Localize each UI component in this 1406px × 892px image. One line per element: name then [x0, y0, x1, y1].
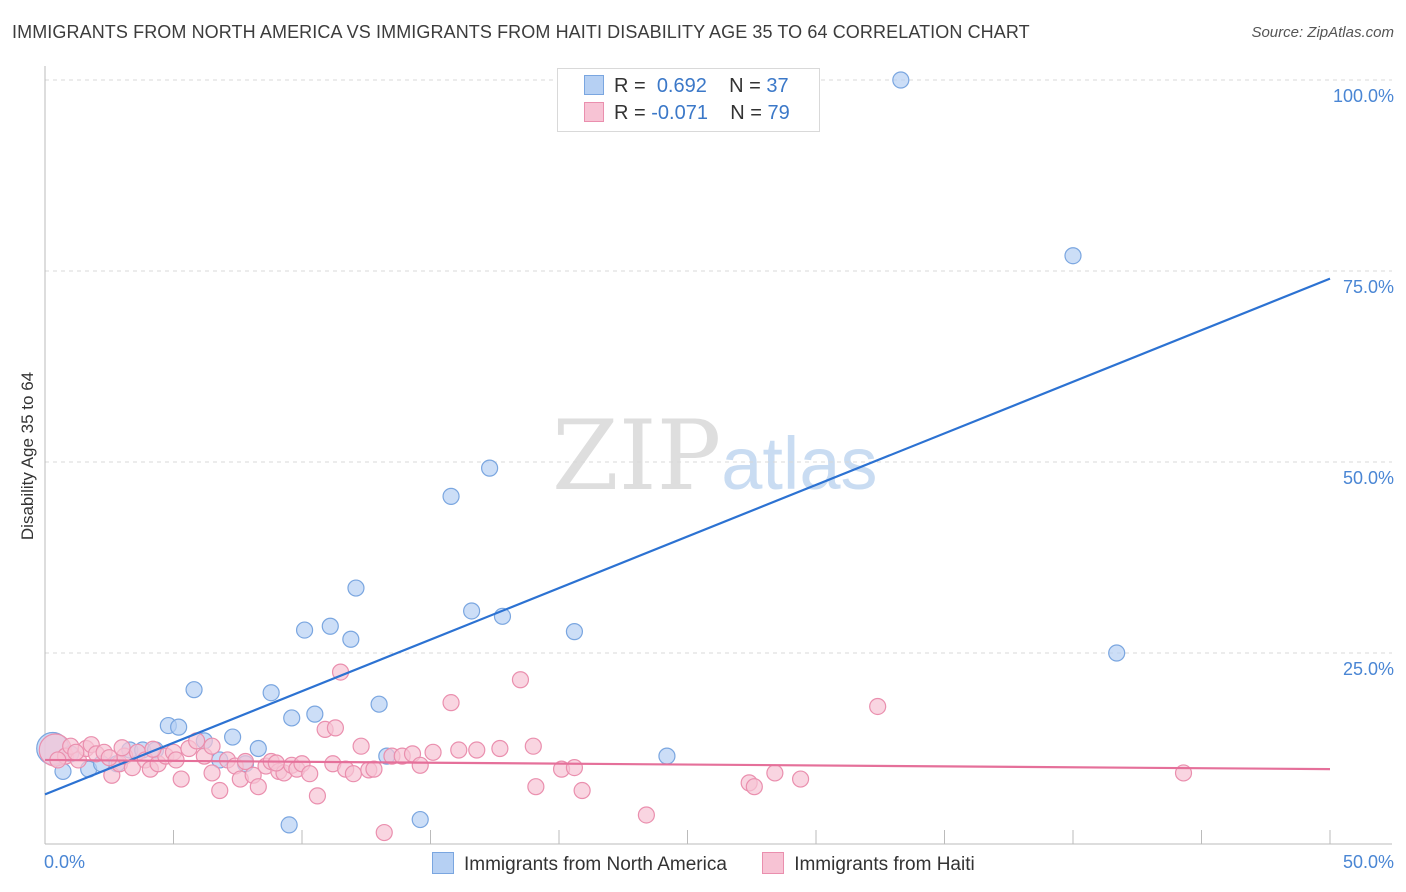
data-point-north-america: [442, 487, 460, 505]
data-point-haiti: [113, 739, 131, 757]
legend-n-value: 79: [767, 102, 790, 124]
series-swatch-blue: [432, 852, 454, 874]
data-point-haiti: [365, 760, 383, 778]
data-point-north-america: [347, 579, 365, 597]
data-point-haiti: [637, 806, 655, 824]
data-point-north-america: [185, 681, 203, 699]
data-point-haiti: [491, 739, 509, 758]
y-tick-label-50: 50.0%: [1342, 468, 1394, 488]
data-point-north-america: [249, 739, 267, 758]
data-point-haiti: [308, 787, 327, 805]
x-tick-label-min: 0.0%: [44, 852, 86, 872]
data-point-haiti: [869, 697, 887, 716]
data-point-haiti: [450, 741, 468, 759]
data-point-haiti: [745, 778, 763, 796]
data-point-haiti: [344, 765, 362, 783]
data-point-haiti: [411, 756, 429, 774]
data-point-haiti: [791, 770, 810, 788]
data-point-north-america: [565, 623, 584, 641]
trend-line-haiti: [44, 758, 1331, 771]
data-point-north-america: [370, 695, 388, 713]
data-point-north-america: [1108, 644, 1126, 662]
series-legend-north-america: Immigrants from North America: [432, 852, 727, 876]
watermark-zip: ZIP: [552, 400, 722, 512]
data-point-haiti: [468, 741, 486, 759]
legend-n-label: N =: [729, 75, 761, 97]
data-point-north-america: [224, 728, 242, 746]
data-point-haiti: [301, 765, 319, 783]
data-point-haiti: [442, 694, 460, 712]
legend-r-label: R =: [614, 102, 646, 124]
data-point-haiti: [67, 743, 85, 761]
data-point-north-america: [280, 816, 298, 834]
data-point-north-america: [411, 810, 429, 829]
data-point-haiti: [172, 770, 190, 788]
y-tick-label-25: 25.0%: [1342, 659, 1394, 679]
data-point-north-america: [262, 684, 280, 702]
chart-title: IMMIGRANTS FROM NORTH AMERICA VS IMMIGRA…: [12, 22, 1030, 42]
data-point-north-america: [295, 621, 314, 639]
y-tick-label-100: 100.0%: [1332, 86, 1394, 106]
correlation-legend: R = 0.692 N = 37 R = -0.071 N = 79: [557, 68, 820, 132]
series-legend-label: Immigrants from North America: [464, 854, 727, 875]
data-point-north-america: [481, 459, 499, 477]
data-point-haiti: [352, 737, 370, 755]
series-legend-haiti: Immigrants from Haiti: [762, 852, 975, 876]
x-tick-label-max: 50.0%: [1342, 852, 1394, 872]
data-point-haiti: [211, 781, 229, 800]
data-point-haiti: [375, 823, 393, 842]
data-point-haiti: [203, 764, 221, 782]
y-axis-label: Disability Age 35 to 64: [18, 371, 37, 541]
data-point-north-america: [321, 617, 339, 635]
legend-n-label: N =: [730, 102, 762, 124]
legend-row-north-america: R = 0.692 N = 37: [584, 75, 789, 99]
legend-swatch-blue: [584, 75, 604, 95]
source-label: Source: ZipAtlas.com: [1251, 24, 1394, 41]
data-point-haiti: [565, 758, 584, 777]
data-point-north-america: [463, 602, 481, 620]
data-point-haiti: [326, 719, 345, 737]
data-point-haiti: [100, 749, 118, 767]
watermark: ZIPatlas: [552, 400, 878, 512]
y-tick-label-75: 75.0%: [1342, 277, 1394, 297]
trend-line-north-america: [44, 277, 1331, 796]
data-point-north-america: [658, 747, 676, 765]
legend-r-value: 0.692: [656, 75, 707, 97]
legend-r-value: -0.071: [651, 102, 708, 124]
data-point-north-america: [170, 718, 188, 736]
data-point-haiti: [511, 671, 530, 689]
data-point-haiti: [267, 754, 285, 772]
data-point-haiti: [524, 737, 542, 755]
data-point-haiti: [527, 778, 545, 796]
data-point-north-america: [342, 630, 360, 648]
legend-n-value: 37: [766, 75, 789, 97]
series-swatch-pink: [762, 852, 785, 874]
legend-r-label: R =: [614, 75, 646, 97]
legend-swatch-pink: [584, 102, 604, 122]
data-point-haiti: [766, 764, 784, 782]
data-point-north-america: [892, 71, 910, 89]
series-legend-label: Immigrants from Haiti: [794, 854, 975, 875]
data-point-north-america: [306, 705, 324, 723]
legend-row-haiti: R = -0.071 N = 79: [584, 102, 790, 126]
data-point-haiti: [573, 781, 591, 800]
series-legend: Immigrants from North America Immigrants…: [432, 852, 1005, 876]
data-point-haiti: [249, 778, 267, 796]
data-point-north-america: [283, 709, 301, 727]
data-point-haiti: [424, 743, 442, 761]
data-point-north-america: [1064, 247, 1082, 265]
data-point-haiti: [203, 737, 221, 755]
